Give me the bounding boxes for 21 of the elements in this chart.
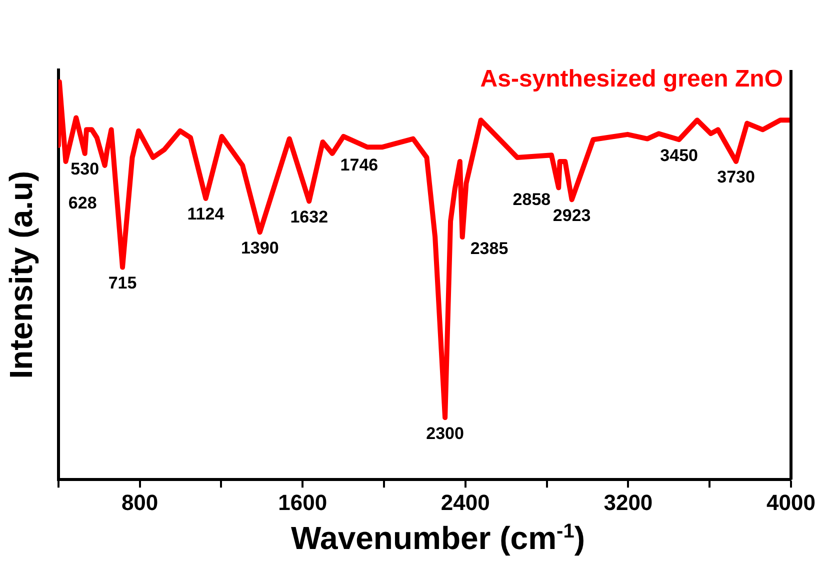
- x-axis-title: Wavenumber (cm$^{-1}$): [290, 520, 586, 557]
- annotation: 1390: [240, 238, 279, 258]
- annotation: 715: [108, 273, 137, 292]
- annotation: 1746: [340, 156, 378, 175]
- annotation: 2858: [512, 190, 551, 209]
- y-axis-title: Intensity (a.u): [3, 170, 40, 379]
- x-tick-label: 4000: [766, 490, 816, 515]
- x-tick-label: 3200: [604, 490, 653, 515]
- annotation: 3730: [717, 168, 755, 187]
- annotation: 2385: [470, 239, 508, 258]
- chart-title: As-synthesized green ZnO: [480, 66, 783, 93]
- annotation: 2300: [426, 424, 464, 443]
- annotation: 1124: [187, 204, 225, 224]
- annotation: 3450: [660, 146, 698, 165]
- annotation: 1632: [290, 207, 328, 226]
- x-tick-label: 1600: [278, 490, 328, 515]
- x-tick-label: 800: [121, 490, 158, 515]
- annotation: 530: [70, 160, 100, 179]
- annotation: 2923: [552, 206, 591, 225]
- x-tick-label: 2400: [440, 490, 490, 515]
- annotation: 628: [68, 194, 97, 213]
